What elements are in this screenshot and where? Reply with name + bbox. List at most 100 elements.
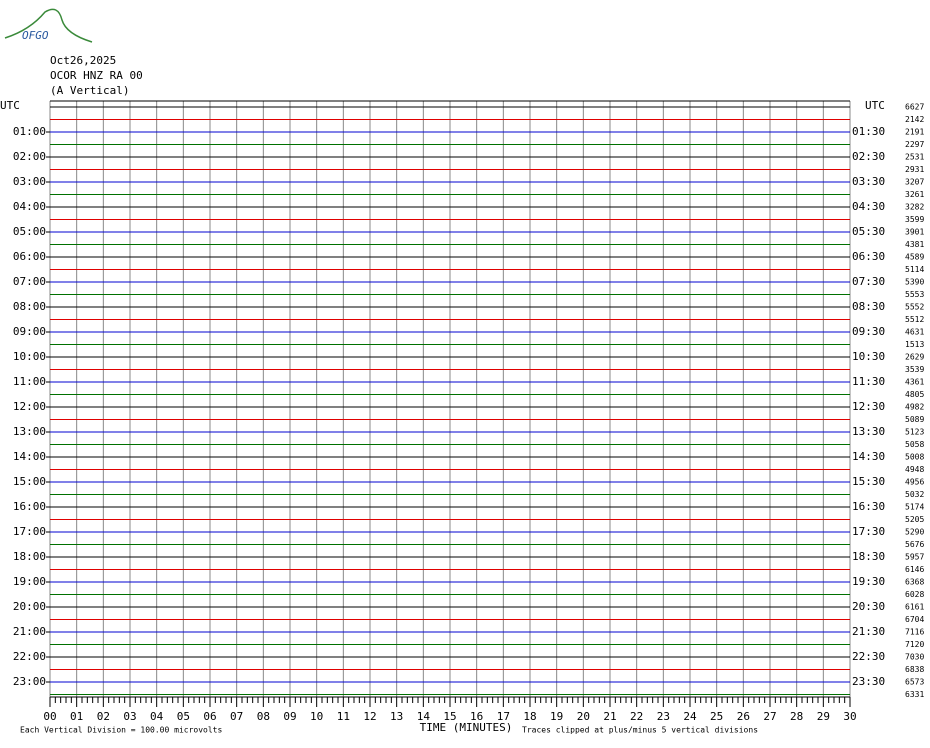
x-tick-label: 22 xyxy=(630,710,643,723)
trace-value: 6627 xyxy=(905,103,924,112)
x-tick-label: 13 xyxy=(390,710,403,723)
trace-value: 5089 xyxy=(905,415,924,424)
half-hour-label: 21:30 xyxy=(852,625,885,638)
trace-value: 6573 xyxy=(905,678,924,687)
trace-value: 5205 xyxy=(905,515,924,524)
trace-value: 5058 xyxy=(905,440,924,449)
hour-label: 03:00 xyxy=(13,175,46,188)
component: (A Vertical) xyxy=(50,84,129,97)
x-tick-label: 08 xyxy=(257,710,270,723)
trace-value: 5552 xyxy=(905,303,924,312)
hour-label: 06:00 xyxy=(13,250,46,263)
trace-value: 5390 xyxy=(905,278,924,287)
hour-label: 01:00 xyxy=(13,125,46,138)
hour-label: 07:00 xyxy=(13,275,46,288)
x-tick-label: 24 xyxy=(683,710,697,723)
trace-value: 4948 xyxy=(905,465,924,474)
trace-value: 4956 xyxy=(905,478,924,487)
scale-note: Each Vertical Division = 100.00 microvol… xyxy=(20,726,222,735)
hour-label: 21:00 xyxy=(13,625,46,638)
trace-value: 4381 xyxy=(905,240,924,249)
date: Oct26,2025 xyxy=(50,54,116,67)
trace-value: 3282 xyxy=(905,203,924,212)
half-hour-label: 12:30 xyxy=(852,400,885,413)
trace-value: 4982 xyxy=(905,403,924,412)
x-tick-label: 03 xyxy=(123,710,136,723)
half-hour-label: 13:30 xyxy=(852,425,885,438)
x-tick-label: 30 xyxy=(843,710,856,723)
trace-value: 6704 xyxy=(905,615,924,624)
x-tick-label: 04 xyxy=(150,710,164,723)
trace-value: 5008 xyxy=(905,453,924,462)
hour-label: 17:00 xyxy=(13,525,46,538)
x-tick-label: 28 xyxy=(790,710,803,723)
trace-value: 3207 xyxy=(905,178,924,187)
half-hour-label: 05:30 xyxy=(852,225,885,238)
half-hour-label: 16:30 xyxy=(852,500,885,513)
x-tick-label: 00 xyxy=(43,710,56,723)
hour-label: 20:00 xyxy=(13,600,46,613)
x-tick-label: 06 xyxy=(203,710,216,723)
trace-value: 5032 xyxy=(905,490,924,499)
x-tick-label: 23 xyxy=(657,710,670,723)
x-tick-label: 10 xyxy=(310,710,323,723)
trace-value: 2142 xyxy=(905,115,924,124)
trace-value: 3539 xyxy=(905,365,924,374)
hour-label: 04:00 xyxy=(13,200,46,213)
trace-value: 5676 xyxy=(905,540,924,549)
trace-value: 6161 xyxy=(905,603,924,612)
x-tick-label: 20 xyxy=(577,710,590,723)
x-tick-label: 12 xyxy=(363,710,376,723)
x-tick-label: 27 xyxy=(763,710,776,723)
hour-label: 18:00 xyxy=(13,550,46,563)
trace-value: 5114 xyxy=(905,265,924,274)
half-hour-label: 07:30 xyxy=(852,275,885,288)
half-hour-label: 19:30 xyxy=(852,575,885,588)
logo-mark xyxy=(4,8,93,43)
hour-label: 08:00 xyxy=(13,300,46,313)
trace-value: 6368 xyxy=(905,578,924,587)
half-hour-label: 23:30 xyxy=(852,675,885,688)
trace-value: 1513 xyxy=(905,340,924,349)
logo: OFGO xyxy=(22,29,49,42)
x-tick-label: 15 xyxy=(443,710,456,723)
half-hour-label: 15:30 xyxy=(852,475,885,488)
hour-label: 13:00 xyxy=(13,425,46,438)
hour-label: 10:00 xyxy=(13,350,46,363)
hour-label: 16:00 xyxy=(13,500,46,513)
clip-note: Traces clipped at plus/minus 5 vertical … xyxy=(522,726,758,735)
trace-value: 4589 xyxy=(905,253,924,262)
x-tick-label: 17 xyxy=(497,710,510,723)
x-tick-label: 14 xyxy=(417,710,431,723)
x-tick-label: 25 xyxy=(710,710,723,723)
trace-value: 2297 xyxy=(905,140,924,149)
x-tick-label: 16 xyxy=(470,710,483,723)
hour-label: 14:00 xyxy=(13,450,46,463)
x-tick-label: 18 xyxy=(523,710,536,723)
trace-value: 5553 xyxy=(905,290,924,299)
trace-value: 5174 xyxy=(905,503,924,512)
trace-value: 7116 xyxy=(905,628,924,637)
half-hour-label: 08:30 xyxy=(852,300,885,313)
hour-label: 15:00 xyxy=(13,475,46,488)
trace-value: 5957 xyxy=(905,553,924,562)
trace-value: 2629 xyxy=(905,353,924,362)
x-tick-label: 26 xyxy=(737,710,750,723)
trace-value: 4631 xyxy=(905,328,924,337)
x-tick-label: 05 xyxy=(177,710,190,723)
x-tick-label: 01 xyxy=(70,710,83,723)
half-hour-label: 22:30 xyxy=(852,650,885,663)
hour-label: 19:00 xyxy=(13,575,46,588)
half-hour-label: 01:30 xyxy=(852,125,885,138)
x-tick-label: 07 xyxy=(230,710,243,723)
trace-value: 3901 xyxy=(905,228,924,237)
trace-value: 2531 xyxy=(905,153,924,162)
hour-label: 02:00 xyxy=(13,150,46,163)
hour-label: 22:00 xyxy=(13,650,46,663)
half-hour-label: 03:30 xyxy=(852,175,885,188)
station: OCOR HNZ RA 00 xyxy=(50,69,143,82)
half-hour-label: 10:30 xyxy=(852,350,885,363)
x-tick-label: 09 xyxy=(283,710,296,723)
x-tick-label: 19 xyxy=(550,710,563,723)
